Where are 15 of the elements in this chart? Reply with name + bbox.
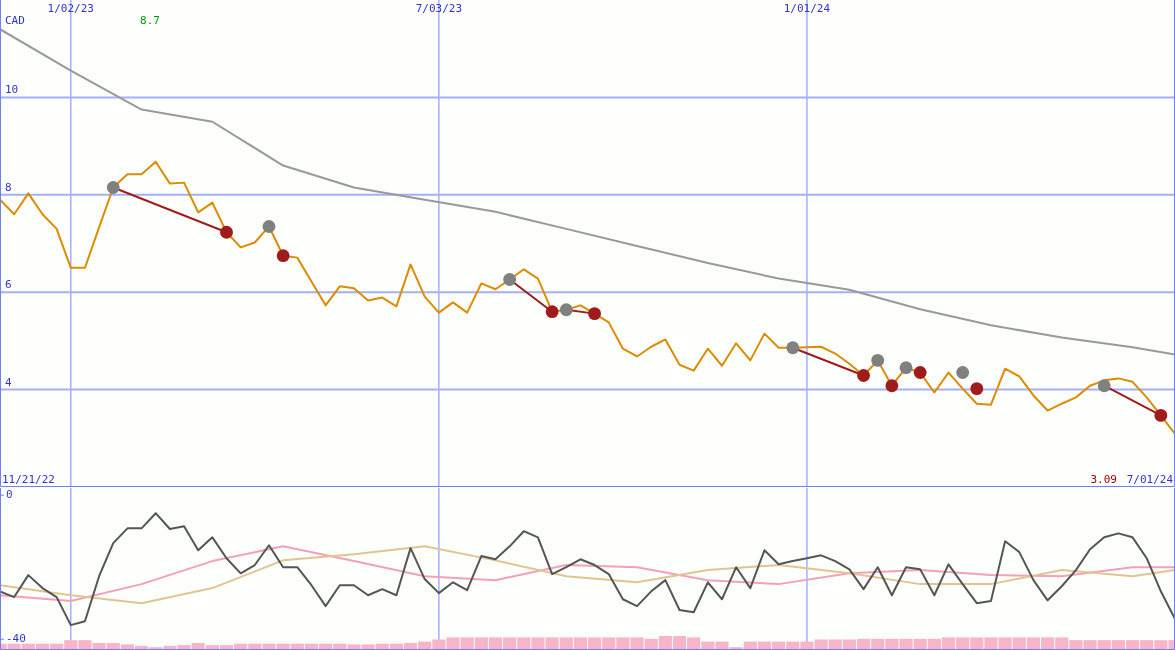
x-tick-label: 1/01/24 xyxy=(783,2,831,15)
y-tick-label: -40 xyxy=(6,632,26,646)
x-tick-label: 7/03/23 xyxy=(415,2,463,15)
line-series xyxy=(0,512,1175,627)
y-tick-label: 4 xyxy=(5,375,12,389)
y-tick-label: 0 xyxy=(6,488,13,502)
y-tick-label: 8 xyxy=(5,180,12,194)
y-tick-label: 6 xyxy=(5,278,12,292)
annotation: 3.09 xyxy=(1090,473,1117,486)
y-tick-label: 10 xyxy=(5,83,19,97)
annotation: 7/01/24 xyxy=(1126,473,1174,486)
annotation: 8.7 xyxy=(140,14,160,27)
annotation: 11/21/22 xyxy=(2,473,55,486)
x-tick-label: 1/02/23 xyxy=(47,2,94,15)
y-axis-title: CAD xyxy=(5,14,25,27)
